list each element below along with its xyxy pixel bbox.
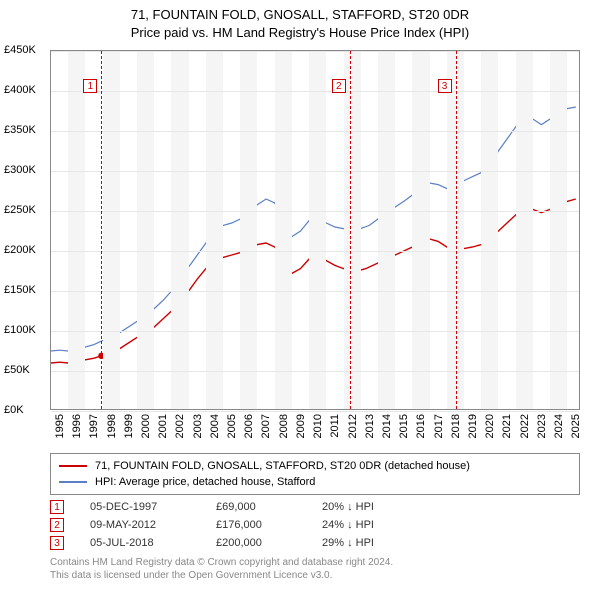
x-axis-label: 2015 <box>398 414 410 438</box>
y-axis-label: £300K <box>4 164 36 176</box>
event-row-3: 3 05-JUL-2018 £200,000 29% ↓ HPI <box>50 534 412 552</box>
y-axis-label: £250K <box>4 204 36 216</box>
x-axis-label: 2006 <box>243 414 255 438</box>
x-axis-label: 1999 <box>123 414 135 438</box>
x-axis-label: 2003 <box>192 414 204 438</box>
x-axis-label: 2011 <box>329 414 341 438</box>
y-axis-label: £450K <box>4 44 36 56</box>
event-date-1: 05-DEC-1997 <box>90 501 190 513</box>
x-axis-label: 1998 <box>106 414 118 438</box>
x-axis-label: 2001 <box>157 414 169 438</box>
x-axis-label: 2007 <box>260 414 272 438</box>
event-row-2: 2 09-MAY-2012 £176,000 24% ↓ HPI <box>50 516 412 534</box>
event-date-3: 05-JUL-2018 <box>90 537 190 549</box>
legend-row-price-paid: 71, FOUNTAIN FOLD, GNOSALL, STAFFORD, ST… <box>59 458 571 474</box>
event-price-2: £176,000 <box>216 519 296 531</box>
footer-line2: This data is licensed under the Open Gov… <box>50 569 393 582</box>
legend-swatch-hpi <box>59 481 87 483</box>
event-row-1: 1 05-DEC-1997 £69,000 20% ↓ HPI <box>50 498 412 516</box>
legend-swatch-price-paid <box>59 465 87 467</box>
x-axis-label: 2000 <box>140 414 152 438</box>
x-axis-label: 1996 <box>71 414 83 438</box>
x-axis-label: 2016 <box>415 414 427 438</box>
x-axis-label: 2018 <box>450 414 462 438</box>
x-axis-label: 2013 <box>364 414 376 438</box>
event-box-2: 2 <box>50 518 64 532</box>
x-axis-label: 2002 <box>174 414 186 438</box>
event-price-1: £69,000 <box>216 501 296 513</box>
title-address: 71, FOUNTAIN FOLD, GNOSALL, STAFFORD, ST… <box>0 6 600 24</box>
x-axis-label: 2022 <box>519 414 531 438</box>
event-box-1: 1 <box>50 500 64 514</box>
event-diff-2: 24% ↓ HPI <box>322 519 412 531</box>
y-axis-label: £50K <box>4 364 30 376</box>
y-axis-label: £100K <box>4 324 36 336</box>
x-axis-label: 2024 <box>553 414 565 438</box>
x-axis-label: 2017 <box>433 414 445 438</box>
event-diff-1: 20% ↓ HPI <box>322 501 412 513</box>
x-axis-label: 2012 <box>347 414 359 438</box>
x-axis-label: 1997 <box>88 414 100 438</box>
event-marker: 3 <box>438 79 452 93</box>
x-axis-label: 2009 <box>295 414 307 438</box>
x-axis-label: 1995 <box>54 414 66 438</box>
x-axis-label: 2005 <box>226 414 238 438</box>
event-marker: 2 <box>332 79 346 93</box>
x-axis-label: 2020 <box>484 414 496 438</box>
legend-row-hpi: HPI: Average price, detached house, Staf… <box>59 474 571 490</box>
x-axis-label: 2008 <box>278 414 290 438</box>
legend-label-hpi: HPI: Average price, detached house, Staf… <box>95 476 315 488</box>
x-axis-label: 2023 <box>536 414 548 438</box>
legend-label-price-paid: 71, FOUNTAIN FOLD, GNOSALL, STAFFORD, ST… <box>95 460 470 472</box>
x-axis-label: 2010 <box>312 414 324 438</box>
x-axis-label: 2021 <box>501 414 513 438</box>
event-diff-3: 29% ↓ HPI <box>322 537 412 549</box>
y-axis-label: £200K <box>4 244 36 256</box>
legend-box: 71, FOUNTAIN FOLD, GNOSALL, STAFFORD, ST… <box>50 453 580 495</box>
events-table: 1 05-DEC-1997 £69,000 20% ↓ HPI 2 09-MAY… <box>50 498 412 552</box>
y-axis-label: £150K <box>4 284 36 296</box>
y-axis-label: £400K <box>4 84 36 96</box>
event-price-3: £200,000 <box>216 537 296 549</box>
x-axis-label: 2014 <box>381 414 393 438</box>
x-axis-label: 2004 <box>209 414 221 438</box>
chart-area: 1 2 3 <box>50 50 580 410</box>
page-root: 71, FOUNTAIN FOLD, GNOSALL, STAFFORD, ST… <box>0 0 600 590</box>
y-axis-label: £0K <box>4 404 24 416</box>
x-axis-label: 2025 <box>570 414 582 438</box>
footer: Contains HM Land Registry data © Crown c… <box>50 556 393 582</box>
event-marker: 1 <box>83 79 97 93</box>
y-axis-label: £350K <box>4 124 36 136</box>
x-axis-label: 2019 <box>467 414 479 438</box>
event-box-3: 3 <box>50 536 64 550</box>
event-date-2: 09-MAY-2012 <box>90 519 190 531</box>
title-subtitle: Price paid vs. HM Land Registry's House … <box>0 24 600 42</box>
title-block: 71, FOUNTAIN FOLD, GNOSALL, STAFFORD, ST… <box>0 0 600 41</box>
footer-line1: Contains HM Land Registry data © Crown c… <box>50 556 393 569</box>
